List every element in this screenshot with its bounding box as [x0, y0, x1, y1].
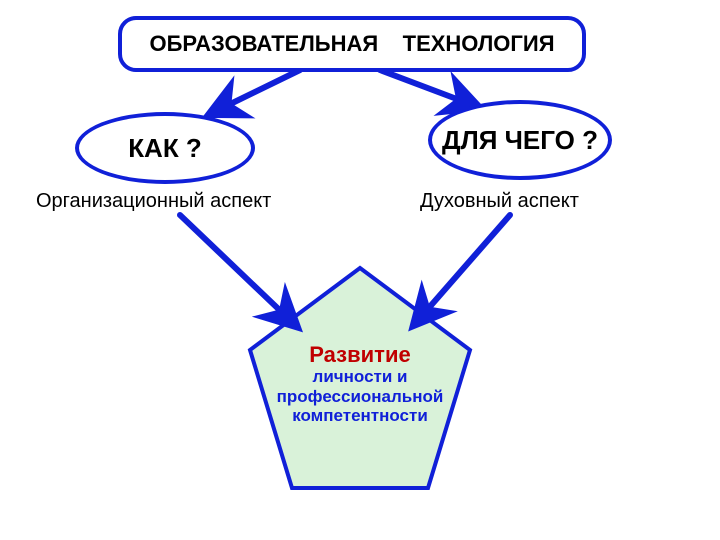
arrow-title-to-right [380, 70, 470, 104]
arrow-title-to-left [218, 70, 300, 110]
ellipse-left-text: КАК ? [128, 134, 202, 163]
pentagon-text: Развитие личности и профессиональной ком… [268, 342, 452, 426]
label-right: Духовный аспект [420, 190, 579, 213]
ellipse-right: ДЛЯ ЧЕГО ? [428, 100, 612, 180]
pentagon-title: Развитие [268, 342, 452, 367]
pentagon-body: личности и профессиональной компетентнос… [268, 367, 452, 426]
title-text: ОБРАЗОВАТЕЛЬНАЯ ТЕХНОЛОГИЯ [149, 31, 554, 57]
svg-layer [0, 0, 720, 540]
arrow-left-to-pent [180, 215, 290, 320]
label-left: Организационный аспект [36, 190, 271, 213]
ellipse-left: КАК ? [75, 112, 255, 184]
arrow-right-to-pent [420, 215, 510, 318]
ellipse-right-text: ДЛЯ ЧЕГО ? [442, 126, 598, 155]
diagram-stage: ОБРАЗОВАТЕЛЬНАЯ ТЕХНОЛОГИЯ КАК ? ДЛЯ ЧЕГ… [0, 0, 720, 540]
title-box: ОБРАЗОВАТЕЛЬНАЯ ТЕХНОЛОГИЯ [118, 16, 586, 72]
